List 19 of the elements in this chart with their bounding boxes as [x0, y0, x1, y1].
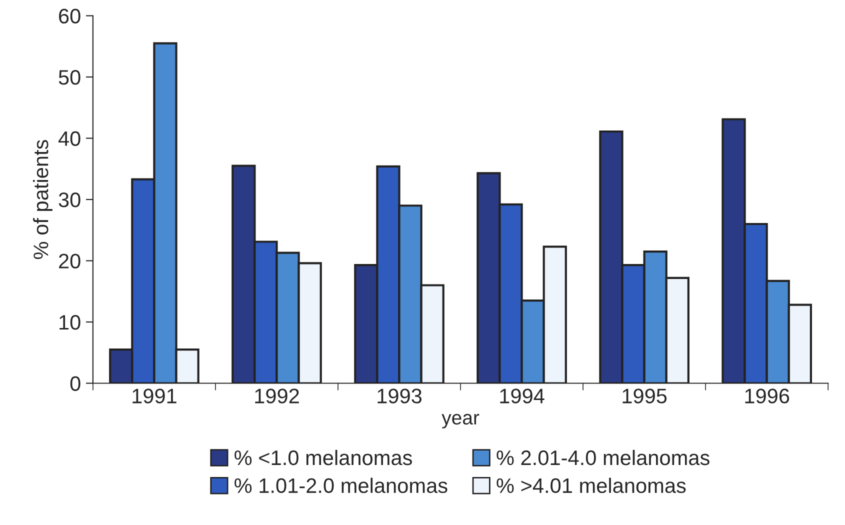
y-tick-label: 30 — [58, 192, 80, 208]
legend-label: % >4.01 melanomas — [496, 478, 686, 494]
x-tick-label: 1994 — [500, 388, 544, 404]
legend-label: % 2.01-4.0 melanomas — [496, 450, 710, 466]
y-tick-label: 10 — [60, 315, 80, 330]
x-tick-label: 1995 — [622, 388, 667, 404]
y-axis-title: % of patients — [33, 140, 52, 259]
y-tick-label: 40 — [58, 131, 80, 146]
y-tick-label: 20 — [59, 254, 80, 269]
x-tick-label: 1992 — [255, 388, 299, 404]
y-tick-label: 60 — [59, 8, 80, 24]
legend-label: % <1.0 melanomas — [234, 450, 412, 466]
x-axis-title: year — [442, 414, 480, 428]
y-tick-label: 50 — [58, 70, 80, 85]
x-tick-label: 1996 — [745, 388, 790, 404]
legend-label: % 1.01-2.0 melanomas — [234, 478, 448, 494]
x-tick-label: 1993 — [378, 388, 422, 404]
y-tick-label: 0 — [70, 376, 80, 392]
x-tick-label: 1991 — [132, 388, 176, 404]
